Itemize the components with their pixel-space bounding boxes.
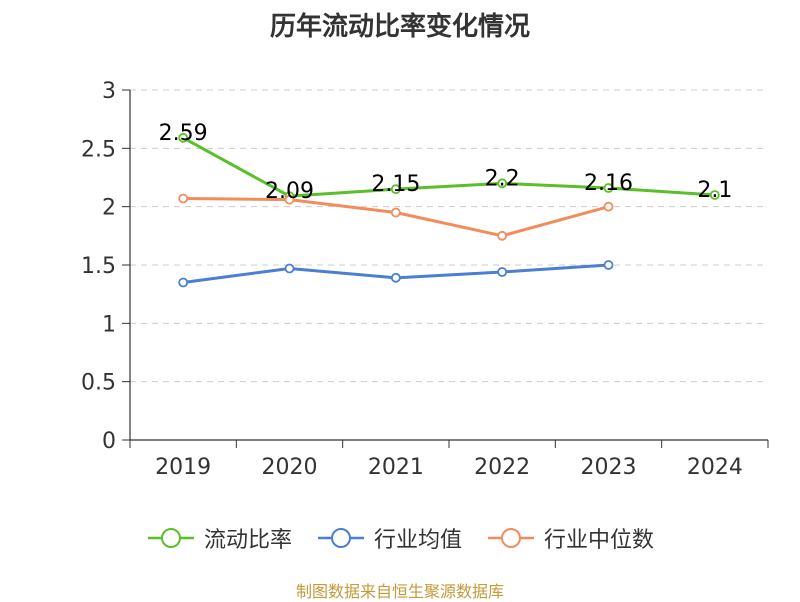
data-label: 2.16 <box>584 171 633 196</box>
x-tick-label: 2024 <box>687 455 743 480</box>
data-point <box>178 277 189 288</box>
x-tick-label: 2023 <box>581 455 637 480</box>
x-tick-label: 2019 <box>155 455 211 480</box>
legend-label: 流动比率 <box>203 528 292 553</box>
legend-marker-icon <box>488 528 534 548</box>
source-note: 制图数据来自恒生聚源数据库 <box>295 582 504 601</box>
data-point <box>497 230 508 241</box>
x-tick-label: 2021 <box>368 455 424 480</box>
data-point <box>390 272 401 283</box>
legend-marker-icon <box>317 528 364 548</box>
x-tick-label: 2020 <box>262 455 318 480</box>
legend-item-industry-median[interactable]: 行业中位数 <box>486 522 654 554</box>
x-tick-label: 2022 <box>474 455 530 480</box>
data-point <box>178 132 189 143</box>
data-point <box>603 201 614 212</box>
y-tick-label: 0.5 <box>81 371 116 396</box>
data-label: 2.15 <box>371 172 420 197</box>
data-point <box>497 267 508 277</box>
legend-item-industry-mean[interactable]: 行业均值 <box>316 522 462 554</box>
data-point <box>497 178 508 189</box>
grid-lines <box>130 89 768 383</box>
data-label: 2.2 <box>485 166 520 191</box>
legend-item-current-ratio[interactable]: 流动比率 <box>146 522 292 554</box>
data-label: 2.1 <box>697 178 732 203</box>
data-point <box>178 193 189 204</box>
y-tick-label: 1.5 <box>81 254 116 279</box>
legend-marker-icon <box>147 528 194 548</box>
data-point <box>390 184 401 195</box>
y-tick-label: 3 <box>102 79 116 104</box>
y-tick-label: 1 <box>102 312 116 337</box>
y-tick-label: 0 <box>102 429 116 454</box>
data-point <box>603 260 614 270</box>
data-point <box>709 190 720 200</box>
data-label: 2.59 <box>159 121 208 146</box>
data-point <box>390 207 401 218</box>
data-point <box>284 194 295 205</box>
chart-title: 历年流动比率变化情况 <box>269 12 530 42</box>
y-tick-label: 2 <box>102 196 116 221</box>
axes: 0 0.5 1 1.5 2 2.5 3 2019 2020 2021 2022 2023 2024 <box>81 79 769 480</box>
data-label: 2.09 <box>265 179 314 204</box>
series-line-0 <box>182 136 715 198</box>
data-point <box>284 263 295 274</box>
series-lines <box>178 132 720 288</box>
legend-label: 行业中位数 <box>544 528 655 553</box>
data-labels: 2.59 2.09 2.15 2.2 2.16 2.1 <box>159 121 733 204</box>
y-tick-label: 2.5 <box>81 137 116 162</box>
legend-label: 行业均值 <box>373 528 462 553</box>
data-point <box>603 183 614 193</box>
legend: 流动比率 行业均值 行业中位数 <box>0 520 800 556</box>
